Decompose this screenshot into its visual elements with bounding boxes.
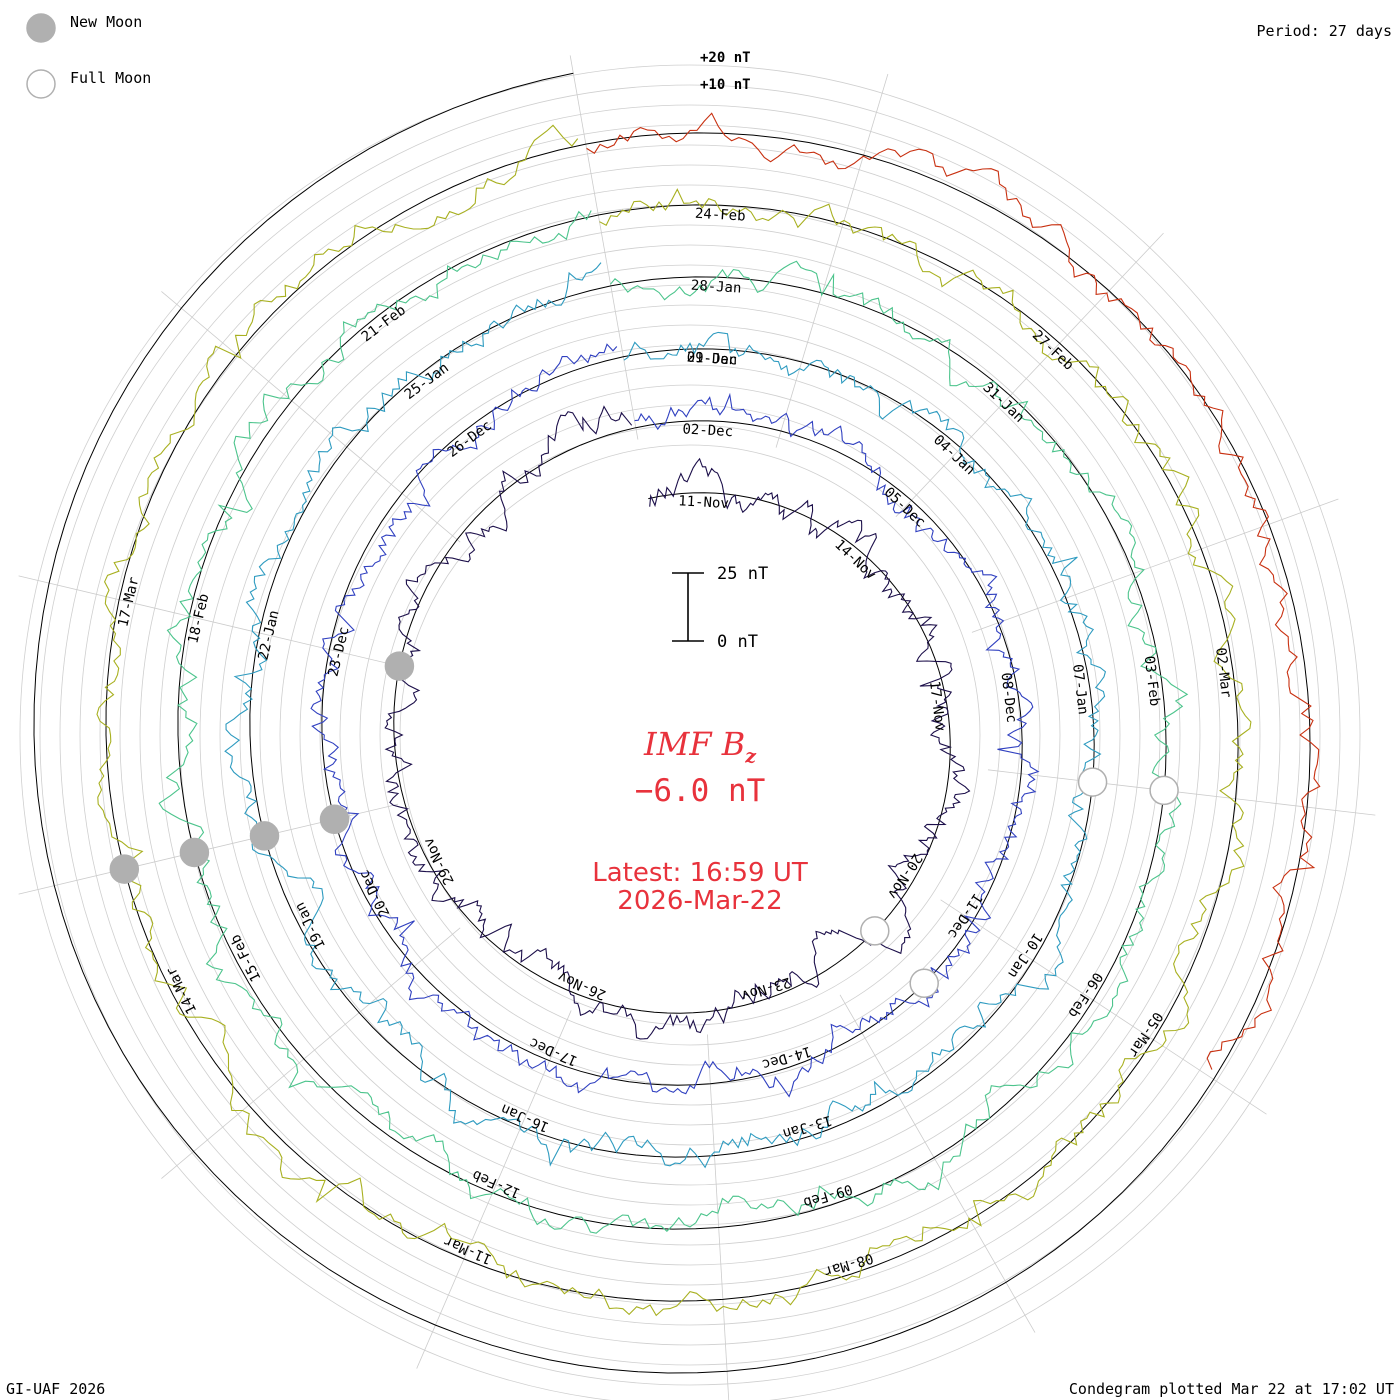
series-trace-jan-a (224, 262, 1107, 1169)
series-trace-jan-b (158, 210, 1189, 1234)
zero-baseline-spiral (33, 72, 1311, 1374)
grid-ring (19, 64, 1361, 1400)
date-label: 11-Mar (442, 1232, 495, 1267)
grid-ring (139, 184, 1241, 1286)
grid-spoke (987, 769, 1376, 816)
ring-label: +20 nT (700, 50, 751, 66)
grid-ring (239, 284, 1141, 1186)
new-moon-marker (109, 854, 140, 884)
date-label: 19-Jan (292, 899, 329, 951)
new-moon-icon (26, 13, 56, 43)
grid-ring (299, 344, 1081, 1126)
date-label: 18-Feb (185, 592, 212, 645)
date-label: 22-Jan (255, 609, 282, 662)
chart-title-subscript: z (745, 745, 757, 768)
current-value: −6.0 nT (634, 773, 766, 809)
date-label: 05-Dec (881, 484, 929, 530)
full-moon-marker (909, 968, 939, 999)
new-moon-marker (179, 837, 210, 868)
date-label: 02-Dec (682, 421, 733, 440)
date-label: 01-Jan (686, 350, 737, 369)
chart-title-main: IMF B (643, 725, 746, 763)
new-moon-marker (249, 821, 280, 851)
new-moon-marker (384, 651, 415, 681)
grid-spoke (569, 55, 639, 440)
series-trace-feb (96, 124, 1252, 1317)
grid-ring (319, 364, 1061, 1106)
new-moon-label: New Moon (70, 13, 143, 31)
full-moon-marker (1149, 775, 1179, 806)
date-label: 02-Mar (1212, 647, 1234, 699)
grid-spoke (775, 73, 889, 448)
date-label: 14-Mar (163, 964, 200, 1016)
grid-ring (199, 244, 1181, 1226)
grid-spoke (707, 1034, 730, 1400)
date-label: 26-Dec (445, 418, 495, 461)
ring-label: +10 nT (700, 77, 751, 93)
date-label: 08-Dec (998, 672, 1020, 724)
date-label: 14-Nov (831, 537, 879, 583)
date-label: 17-Nov (926, 680, 948, 732)
date-label: 15-Feb (228, 932, 265, 984)
date-label: 25-Jan (402, 360, 452, 403)
period-label: Period: 27 days (1256, 22, 1392, 40)
date-label: 16-Jan (499, 1100, 552, 1135)
grid-spoke (971, 498, 1339, 633)
new-moon-marker (319, 804, 350, 835)
grid-spoke (839, 994, 1036, 1333)
grid-ring (59, 104, 1321, 1366)
date-label: 20-Dec (356, 867, 393, 919)
grid-spoke (18, 575, 399, 667)
date-label: 07-Jan (1069, 663, 1091, 715)
series-trace-mar (586, 112, 1321, 1070)
grid-ring (179, 224, 1201, 1246)
full-moon-marker (860, 916, 890, 946)
grid-spoke (161, 291, 461, 543)
latest-date: 2026-Mar-22 (617, 886, 783, 916)
date-label: 11-Nov (678, 493, 729, 512)
latest-time: Latest: 16:59 UT (592, 858, 808, 888)
grid-ring (39, 84, 1341, 1386)
grid-ring (279, 324, 1101, 1146)
date-label: 29-Nov (421, 835, 458, 887)
grid-ring (399, 444, 981, 1026)
scale-bar-top-label: 25 nT (717, 564, 768, 584)
scale-bar-bottom-label: 0 nT (717, 632, 758, 652)
grid-ring (379, 424, 1001, 1046)
grid-ring (99, 144, 1281, 1326)
plotted-timestamp: Condegram plotted Mar 22 at 17:02 UT (1068, 1380, 1394, 1398)
date-label: 27-Feb (1029, 327, 1077, 373)
footer-credit: GI-UAF 2026 (6, 1380, 106, 1398)
grid-ring (259, 304, 1121, 1166)
full-moon-icon (26, 69, 56, 99)
date-label: 29-Dec (686, 350, 737, 369)
full-moon-label: Full Moon (70, 69, 152, 87)
grid-spoke (895, 232, 1164, 518)
grid-ring (219, 264, 1161, 1206)
grid-spoke (940, 899, 1267, 1115)
full-moon-marker (1077, 767, 1108, 797)
chart-title: IMF Bz (550, 725, 850, 767)
date-label: 28-Jan (690, 278, 741, 297)
series-trace-dec (310, 343, 1040, 1098)
grid-ring (119, 164, 1261, 1306)
date-label: 24-Feb (695, 206, 746, 225)
date-label: 17-Dec (527, 1034, 580, 1069)
date-label: 03-Feb (1141, 655, 1163, 707)
date-label: 04-Jan (930, 432, 978, 478)
grid-spoke (416, 1010, 572, 1369)
grid-ring (359, 404, 1021, 1066)
grid-spoke (161, 927, 461, 1179)
series-trace-nov (384, 405, 971, 1040)
date-label: 26-Nov (556, 968, 609, 1003)
